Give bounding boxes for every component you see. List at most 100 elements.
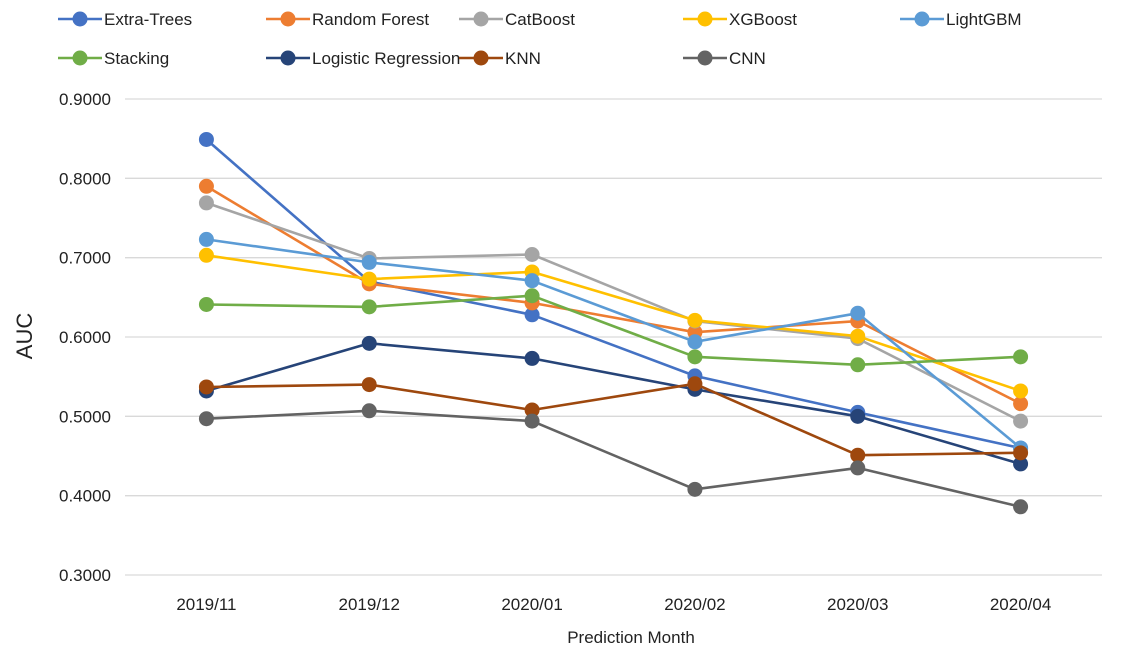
legend-item: Extra-Trees — [58, 10, 192, 29]
data-point — [198, 131, 214, 147]
legend-item: Stacking — [58, 49, 169, 68]
data-point — [1013, 445, 1029, 461]
series-line — [205, 201, 1022, 423]
data-point — [198, 247, 214, 263]
legend-label: CNN — [729, 49, 766, 68]
series-cnn — [198, 403, 1029, 515]
data-point — [850, 357, 866, 373]
legend-item: KNN — [459, 49, 541, 68]
data-point — [1013, 383, 1029, 399]
legend-label: Logistic Regression — [312, 49, 460, 68]
data-point — [198, 231, 214, 247]
data-point — [687, 376, 703, 392]
series-line — [205, 138, 1021, 450]
series-knn — [198, 376, 1029, 463]
legend-marker — [697, 50, 713, 66]
series-stacking — [198, 288, 1029, 373]
y-tick-label: 0.3000 — [59, 566, 111, 585]
data-point — [1013, 456, 1029, 472]
series-line — [206, 254, 1022, 393]
legend-label: Random Forest — [312, 10, 429, 29]
data-point — [198, 195, 214, 211]
y-tick-label: 0.9000 — [59, 90, 111, 109]
data-point — [524, 413, 540, 429]
series-line — [206, 382, 1021, 457]
series-line — [206, 409, 1021, 509]
x-tick-label: 2019/12 — [339, 595, 400, 614]
series-logistic-regression — [198, 335, 1029, 472]
gridlines — [125, 98, 1102, 576]
y-axis-title: AUC — [12, 313, 37, 360]
y-tick-label: 0.6000 — [59, 328, 111, 347]
x-tick-label: 2020/03 — [827, 595, 888, 614]
data-point — [687, 349, 703, 365]
y-tick-label: 0.4000 — [59, 487, 111, 506]
data-point — [1013, 413, 1029, 429]
legend-label: CatBoost — [505, 10, 575, 29]
legend-label: Stacking — [104, 49, 169, 68]
series-line — [206, 294, 1021, 367]
legend: Extra-Trees Random Forest CatBoost XGBoost L… — [58, 10, 1022, 68]
legend-item: Random Forest — [266, 10, 429, 29]
x-tick-label: 2020/04 — [990, 595, 1051, 614]
series-layer — [198, 131, 1029, 515]
data-point — [198, 296, 214, 312]
data-point — [198, 379, 214, 395]
series-xgboost — [198, 247, 1029, 399]
legend-item: LightGBM — [900, 10, 1022, 29]
data-point — [1013, 349, 1029, 365]
data-point — [198, 178, 214, 194]
legend-label: LightGBM — [946, 10, 1022, 29]
x-axis-title: Prediction Month — [567, 628, 695, 647]
data-point — [198, 411, 214, 427]
data-point — [361, 254, 377, 270]
legend-marker — [697, 11, 713, 27]
data-point — [850, 305, 866, 321]
data-point — [524, 288, 540, 304]
legend-item: XGBoost — [683, 10, 797, 29]
series-line — [206, 238, 1022, 450]
y-tick-label: 0.8000 — [59, 169, 111, 188]
legend-marker — [280, 11, 296, 27]
x-tick-label: 2019/11 — [176, 595, 236, 614]
data-point — [524, 307, 540, 323]
data-point — [850, 447, 866, 463]
legend-label: KNN — [505, 49, 541, 68]
data-point — [524, 402, 540, 418]
legend-label: XGBoost — [729, 10, 797, 29]
data-point — [850, 408, 866, 424]
y-tick-label: 0.5000 — [59, 407, 111, 426]
legend-label: Extra-Trees — [104, 10, 192, 29]
data-point — [850, 460, 866, 476]
data-point — [361, 377, 377, 393]
series-catboost — [198, 195, 1029, 429]
series-extra-trees — [198, 131, 1029, 456]
y-tick-label: 0.7000 — [59, 249, 111, 268]
data-point — [524, 273, 540, 289]
data-point — [361, 335, 377, 351]
series-line — [206, 341, 1021, 466]
legend-marker — [473, 50, 489, 66]
data-point — [524, 246, 540, 262]
data-point — [361, 271, 377, 287]
legend-marker — [914, 11, 930, 27]
legend-item: Logistic Regression — [266, 49, 460, 68]
legend-marker — [280, 50, 296, 66]
data-point — [361, 299, 377, 315]
data-point — [687, 334, 703, 350]
data-point — [361, 403, 377, 419]
data-point — [687, 481, 703, 497]
legend-item: CatBoost — [459, 10, 575, 29]
data-point — [1013, 499, 1029, 515]
legend-marker — [72, 11, 88, 27]
x-tick-label: 2020/01 — [501, 595, 562, 614]
data-point — [1013, 396, 1029, 412]
legend-item: CNN — [683, 49, 766, 68]
x-tick-label: 2020/02 — [664, 595, 725, 614]
data-point — [687, 312, 703, 328]
x-axis-tick-labels: 2019/11 2019/12 2020/01 2020/02 2020/03 2020/… — [176, 595, 1051, 614]
legend-marker — [473, 11, 489, 27]
data-point — [524, 350, 540, 366]
